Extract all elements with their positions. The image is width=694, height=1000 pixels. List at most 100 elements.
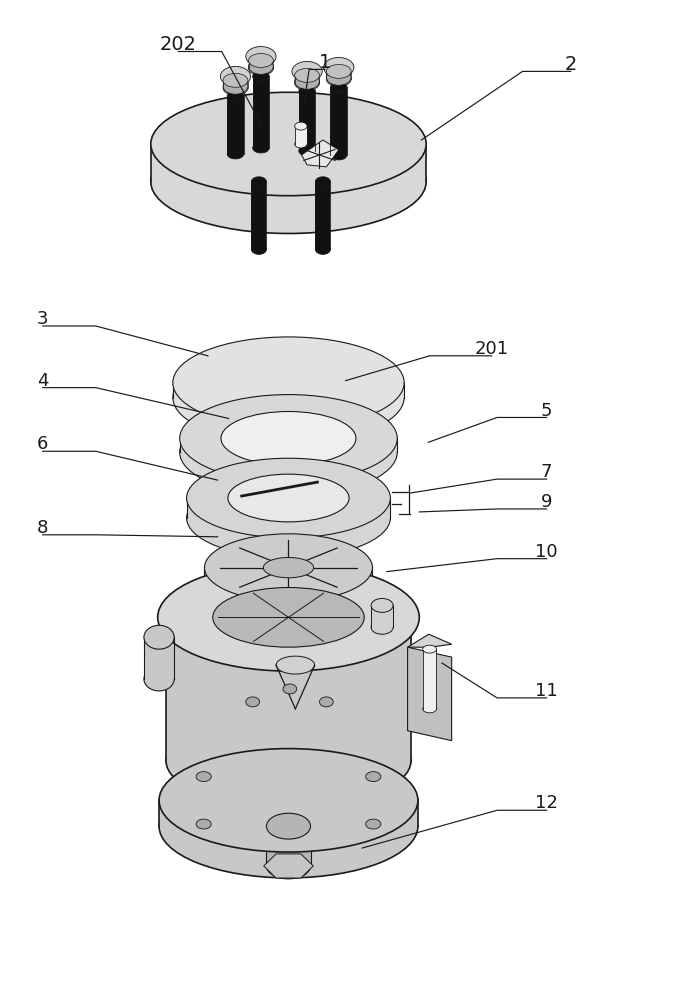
Ellipse shape (144, 625, 174, 649)
Ellipse shape (330, 150, 347, 160)
Text: 1: 1 (319, 53, 331, 72)
Ellipse shape (166, 570, 411, 665)
Ellipse shape (423, 645, 437, 653)
Polygon shape (166, 617, 411, 761)
Text: 202: 202 (160, 35, 197, 54)
Ellipse shape (223, 78, 248, 94)
Ellipse shape (315, 244, 330, 254)
Ellipse shape (223, 73, 248, 87)
Polygon shape (371, 605, 393, 627)
Ellipse shape (323, 57, 354, 77)
Ellipse shape (295, 140, 307, 148)
Ellipse shape (295, 76, 319, 90)
Text: 5: 5 (541, 401, 552, 420)
Ellipse shape (151, 130, 426, 233)
Ellipse shape (159, 774, 418, 878)
Ellipse shape (173, 352, 404, 443)
Ellipse shape (263, 557, 314, 578)
Polygon shape (302, 140, 339, 167)
Polygon shape (180, 438, 397, 452)
Polygon shape (223, 80, 248, 88)
Polygon shape (315, 182, 330, 249)
Polygon shape (205, 568, 373, 593)
Ellipse shape (248, 58, 273, 74)
Polygon shape (423, 649, 437, 709)
Ellipse shape (187, 478, 390, 558)
Ellipse shape (248, 61, 273, 75)
Ellipse shape (366, 772, 381, 782)
Ellipse shape (292, 61, 322, 81)
Polygon shape (407, 647, 452, 741)
Ellipse shape (166, 713, 411, 808)
Ellipse shape (144, 667, 174, 691)
Ellipse shape (205, 534, 373, 601)
Text: 9: 9 (541, 493, 552, 511)
Ellipse shape (151, 92, 426, 196)
Text: 4: 4 (37, 372, 49, 390)
Ellipse shape (295, 68, 319, 82)
Ellipse shape (213, 588, 364, 647)
Ellipse shape (246, 697, 260, 707)
Ellipse shape (251, 244, 266, 254)
Ellipse shape (227, 149, 244, 159)
Ellipse shape (299, 86, 315, 96)
Text: 10: 10 (535, 543, 558, 561)
Ellipse shape (371, 620, 393, 634)
Ellipse shape (266, 853, 310, 879)
Polygon shape (159, 800, 418, 826)
Ellipse shape (248, 53, 273, 67)
Polygon shape (151, 144, 426, 182)
Polygon shape (295, 75, 319, 83)
Polygon shape (295, 126, 307, 144)
Text: 11: 11 (535, 682, 558, 700)
Text: 12: 12 (535, 794, 558, 812)
Ellipse shape (371, 598, 393, 612)
Ellipse shape (315, 177, 330, 187)
Ellipse shape (326, 72, 351, 86)
Ellipse shape (326, 64, 351, 78)
Ellipse shape (180, 409, 397, 496)
Polygon shape (248, 60, 273, 68)
Ellipse shape (246, 47, 276, 66)
Ellipse shape (180, 395, 397, 482)
Ellipse shape (295, 73, 319, 89)
Ellipse shape (366, 819, 381, 829)
Text: 2: 2 (564, 55, 577, 74)
Ellipse shape (221, 411, 356, 465)
Ellipse shape (266, 813, 310, 839)
Ellipse shape (299, 146, 315, 156)
Ellipse shape (295, 122, 307, 130)
Text: 7: 7 (541, 463, 552, 481)
Polygon shape (330, 87, 347, 155)
Ellipse shape (319, 697, 333, 707)
Ellipse shape (276, 656, 314, 674)
Ellipse shape (220, 66, 251, 86)
Ellipse shape (423, 705, 437, 713)
Polygon shape (173, 383, 404, 398)
Ellipse shape (159, 749, 418, 852)
Ellipse shape (173, 337, 404, 428)
Polygon shape (266, 826, 310, 866)
Ellipse shape (251, 177, 266, 187)
Ellipse shape (158, 564, 419, 671)
Ellipse shape (227, 91, 244, 101)
Ellipse shape (223, 81, 248, 95)
Polygon shape (251, 182, 266, 249)
Polygon shape (326, 71, 351, 79)
Text: 201: 201 (475, 340, 509, 358)
Polygon shape (144, 637, 174, 679)
Polygon shape (299, 91, 315, 151)
Ellipse shape (187, 458, 390, 538)
Ellipse shape (228, 474, 349, 522)
Ellipse shape (196, 819, 211, 829)
Polygon shape (264, 854, 313, 878)
Text: 3: 3 (37, 310, 49, 328)
Polygon shape (407, 634, 452, 647)
Ellipse shape (330, 82, 347, 92)
Ellipse shape (196, 772, 211, 782)
Polygon shape (187, 498, 390, 518)
Ellipse shape (283, 684, 297, 694)
Ellipse shape (326, 69, 351, 85)
Polygon shape (227, 96, 244, 154)
Polygon shape (253, 76, 269, 148)
